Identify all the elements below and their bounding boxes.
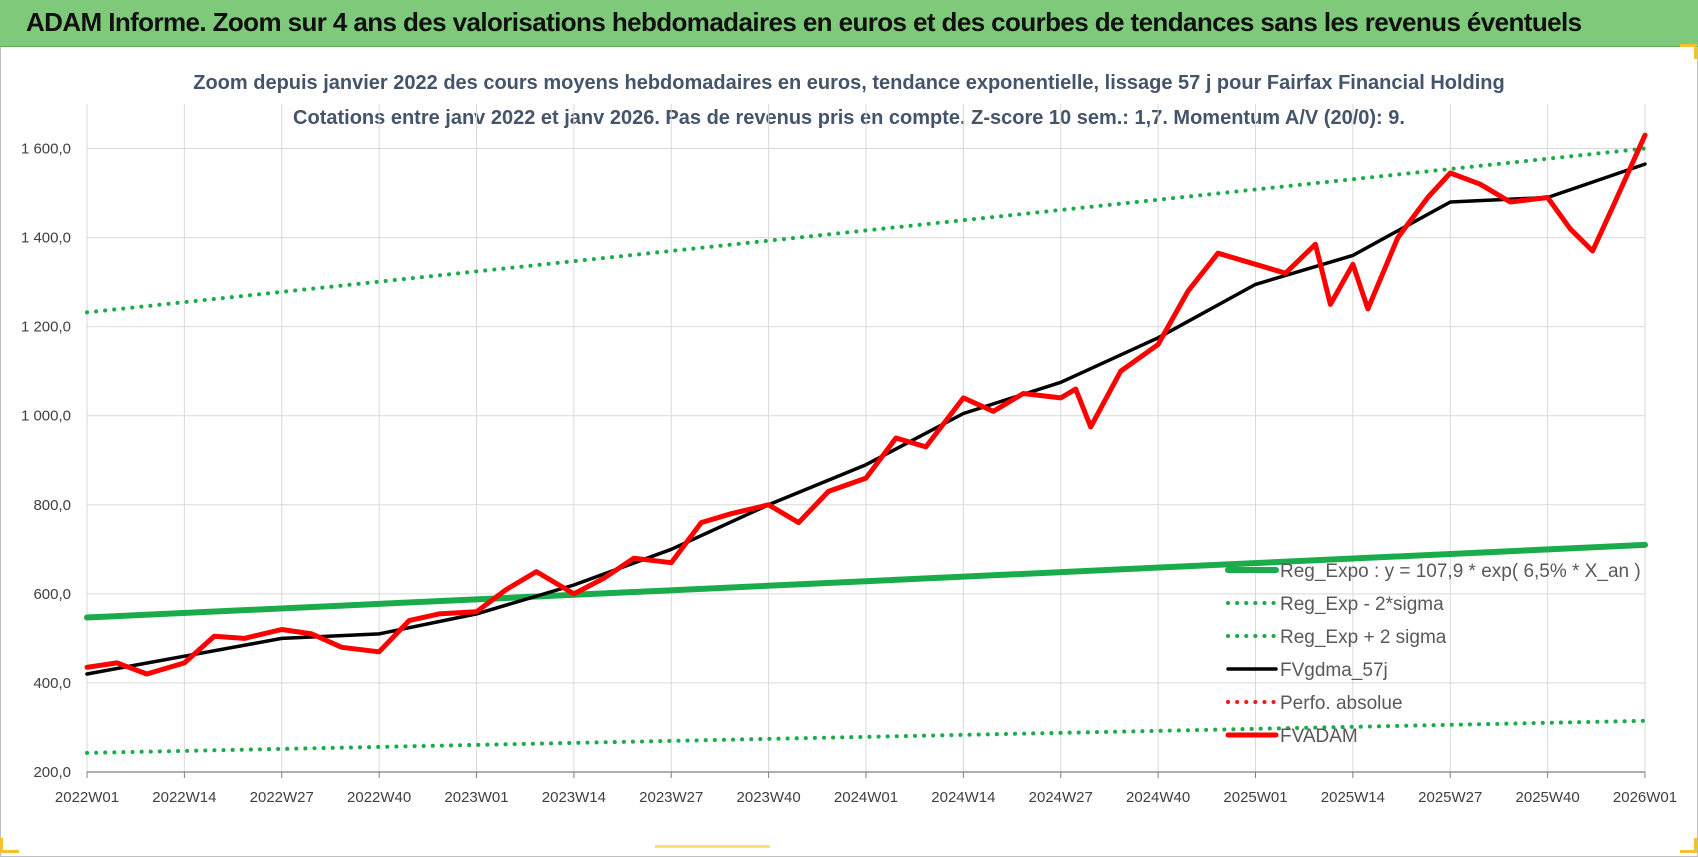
legend: Reg_Expo : y = 107,9 * exp( 6,5% * X_an … (1225, 561, 1641, 747)
x-tick-label: 2025W40 (1516, 789, 1580, 806)
x-tick-label: 2024W40 (1126, 789, 1190, 806)
chart-title-line1: Zoom depuis janvier 2022 des cours moyen… (193, 72, 1505, 94)
x-tick-label: 2022W40 (347, 789, 411, 806)
x-tick-label: 2023W40 (737, 789, 801, 806)
x-tick-label: 2025W01 (1223, 789, 1287, 806)
x-axis: 2022W01 2022W14 2022W27 2022W40 2023W01 2023W… (55, 771, 1677, 806)
series-line-fvgdma-57j (85, 162, 1647, 676)
banner: ADAM Informe. Zoom sur 4 ans des valoris… (0, 0, 1698, 47)
y-tick-label: 1 600,0 (21, 141, 71, 158)
legend-label: Perfo. absolue (1280, 693, 1403, 714)
legend-label: FVgdma_57j (1280, 660, 1388, 681)
x-tick-label: 2022W01 (55, 789, 119, 806)
series-layer (84, 132, 1648, 755)
chart-title-line2: Cotations entre janv 2022 et janv 2026. … (293, 107, 1405, 129)
y-axis: 200,0 400,0 600,0 800,0 1 000,0 1 200,0 1 400,… (21, 141, 71, 781)
corner-mark-bottom-right (1680, 838, 1697, 853)
y-tick-label: 1 200,0 (21, 319, 71, 336)
banner-title: ADAM Informe. Zoom sur 4 ans des valoris… (26, 7, 1582, 37)
grid (86, 104, 1646, 773)
x-tick-label: 2025W27 (1418, 789, 1482, 806)
corner-mark-bottom-left (0, 838, 19, 853)
y-tick-label: 1 000,0 (21, 408, 71, 425)
x-tick-label: 2026W01 (1613, 789, 1677, 806)
x-tick-label: 2023W27 (639, 789, 703, 806)
y-tick-label: 1 400,0 (21, 230, 71, 247)
x-tick-label: 2022W14 (152, 789, 216, 806)
x-tick-label: 2023W14 (542, 789, 606, 806)
series-line-fvadam (84, 132, 1648, 677)
x-tick-label: 2024W27 (1029, 789, 1093, 806)
legend-label: Reg_Expo : y = 107,9 * exp( 6,5% * X_an … (1280, 561, 1641, 582)
corner-mark-top-right (1680, 44, 1697, 59)
y-tick-label: 200,0 (33, 764, 71, 781)
series-line-reg-expo-y-107-9-exp-6-5-x-an (84, 541, 1648, 621)
y-tick-label: 600,0 (33, 586, 71, 603)
series-line-reg-exp-2-sigma (85, 146, 1647, 315)
x-tick-label: 2022W27 (250, 789, 314, 806)
x-tick-label: 2023W01 (444, 789, 508, 806)
legend-label: FVADAM (1280, 726, 1358, 747)
x-tick-label: 2024W01 (834, 789, 898, 806)
x-tick-label: 2025W14 (1321, 789, 1385, 806)
legend-label: Reg_Exp - 2*sigma (1280, 594, 1444, 615)
x-tick-label: 2024W14 (931, 789, 995, 806)
y-tick-label: 400,0 (33, 675, 71, 692)
legend-label: Reg_Exp + 2 sigma (1280, 627, 1447, 648)
bottom-tab-mark (655, 845, 770, 848)
y-tick-label: 800,0 (33, 497, 71, 514)
